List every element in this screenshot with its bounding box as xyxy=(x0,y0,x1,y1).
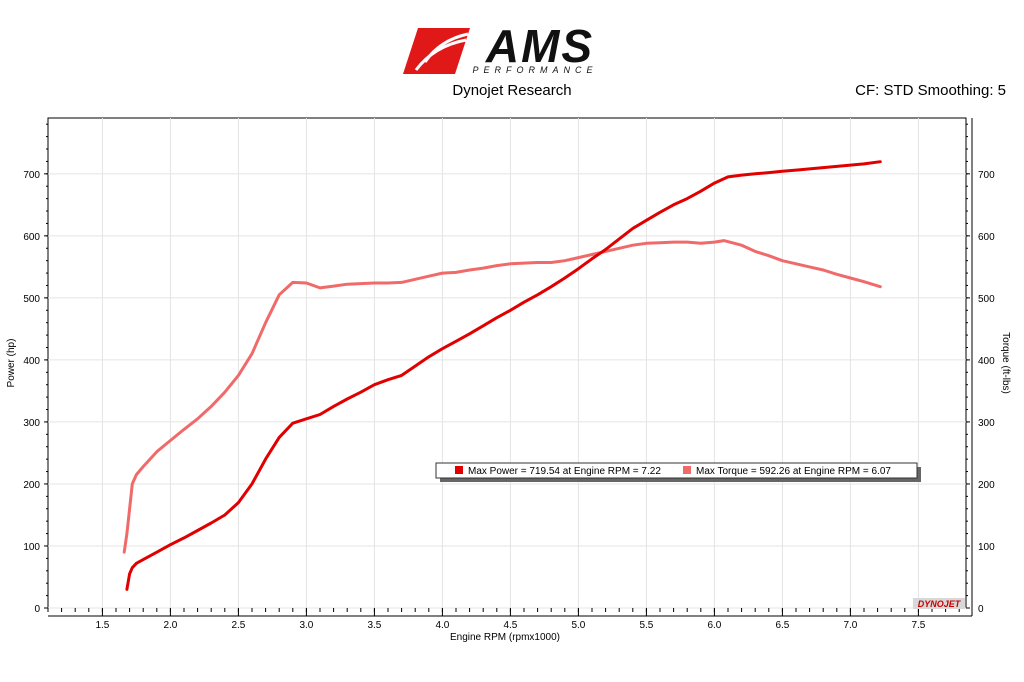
x-tick-label: 5.0 xyxy=(571,620,585,631)
gridlines xyxy=(44,118,970,616)
x-tick-label: 4.5 xyxy=(503,620,517,631)
x-tick-label: 3.0 xyxy=(299,620,313,631)
y-right-tick-label: 400 xyxy=(978,356,995,367)
y-right-tick-labels: 0 100 200 300 400 500 600 700 xyxy=(978,170,995,615)
x-tick-label: 5.5 xyxy=(639,620,653,631)
x-tick-label: 7.5 xyxy=(911,620,925,631)
legend-power-text: Max Power = 719.54 at Engine RPM = 7.22 xyxy=(468,466,661,477)
x-tick-label: 6.0 xyxy=(707,620,721,631)
legend-torque-text: Max Torque = 592.26 at Engine RPM = 6.07 xyxy=(696,466,891,477)
power-line xyxy=(125,160,882,591)
ams-logo: AMS PERFORMANCE xyxy=(403,20,597,75)
y-left-tick-label: 600 xyxy=(23,232,40,243)
y-right-tick-label: 700 xyxy=(978,170,995,181)
plot-area xyxy=(47,117,967,609)
chart-subtitle: Dynojet Research xyxy=(452,82,571,99)
y-left-tick-label: 300 xyxy=(23,418,40,429)
x-tick-label: 7.0 xyxy=(843,620,857,631)
logo-sub-text: PERFORMANCE xyxy=(472,65,597,75)
x-tick-label: 6.5 xyxy=(775,620,789,631)
y-left-tick-labels: 0 100 200 300 400 500 600 700 xyxy=(23,170,40,615)
watermark-bg xyxy=(913,598,965,609)
y-right-tick-label: 0 xyxy=(978,604,984,615)
legend: Max Power = 719.54 at Engine RPM = 7.22 … xyxy=(435,462,921,482)
y-right-tick-label: 100 xyxy=(978,542,995,553)
y-left-tick-label: 400 xyxy=(23,356,40,367)
y-left-tick-label: 200 xyxy=(23,480,40,491)
x-tick-labels: 1.5 2.0 2.5 3.0 3.5 4.0 4.5 5.0 5.5 6.0 6.5 7.0 7.5 xyxy=(95,620,925,631)
x-axis-label: Engine RPM (rpmx1000) xyxy=(450,632,560,643)
y-right-tick-label: 500 xyxy=(978,294,995,305)
x-tick-label: 3.5 xyxy=(367,620,381,631)
y-left-tick-label: 0 xyxy=(34,604,40,615)
logo-brand-text: AMS xyxy=(485,20,594,72)
y-left-tick-label: 100 xyxy=(23,542,40,553)
series-lines xyxy=(122,160,882,591)
y-right-tick-label: 200 xyxy=(978,480,995,491)
legend-torque-swatch xyxy=(683,466,691,474)
y-right-tick-label: 300 xyxy=(978,418,995,429)
torque-line xyxy=(122,239,882,554)
minor-ticks xyxy=(46,123,968,612)
y-left-tick-label: 500 xyxy=(23,294,40,305)
legend-power-swatch xyxy=(455,466,463,474)
dynojet-watermark: DYNOJET xyxy=(918,599,962,609)
y-left-tick-label: 700 xyxy=(23,170,40,181)
x-tick-label: 2.5 xyxy=(231,620,245,631)
x-tick-label: 2.0 xyxy=(163,620,177,631)
x-tick-label: 1.5 xyxy=(95,620,109,631)
logo-swoosh-stripe-2 xyxy=(414,38,467,71)
y-right-tick-label: 600 xyxy=(978,232,995,243)
legend-box xyxy=(435,462,918,479)
cf-smoothing-info: CF: STD Smoothing: 5 xyxy=(855,82,1006,99)
y-right-axis-label: Torque (ft-lbs) xyxy=(1000,332,1011,394)
y-left-axis-label: Power (hp) xyxy=(6,339,17,388)
x-tick-label: 4.0 xyxy=(435,620,449,631)
